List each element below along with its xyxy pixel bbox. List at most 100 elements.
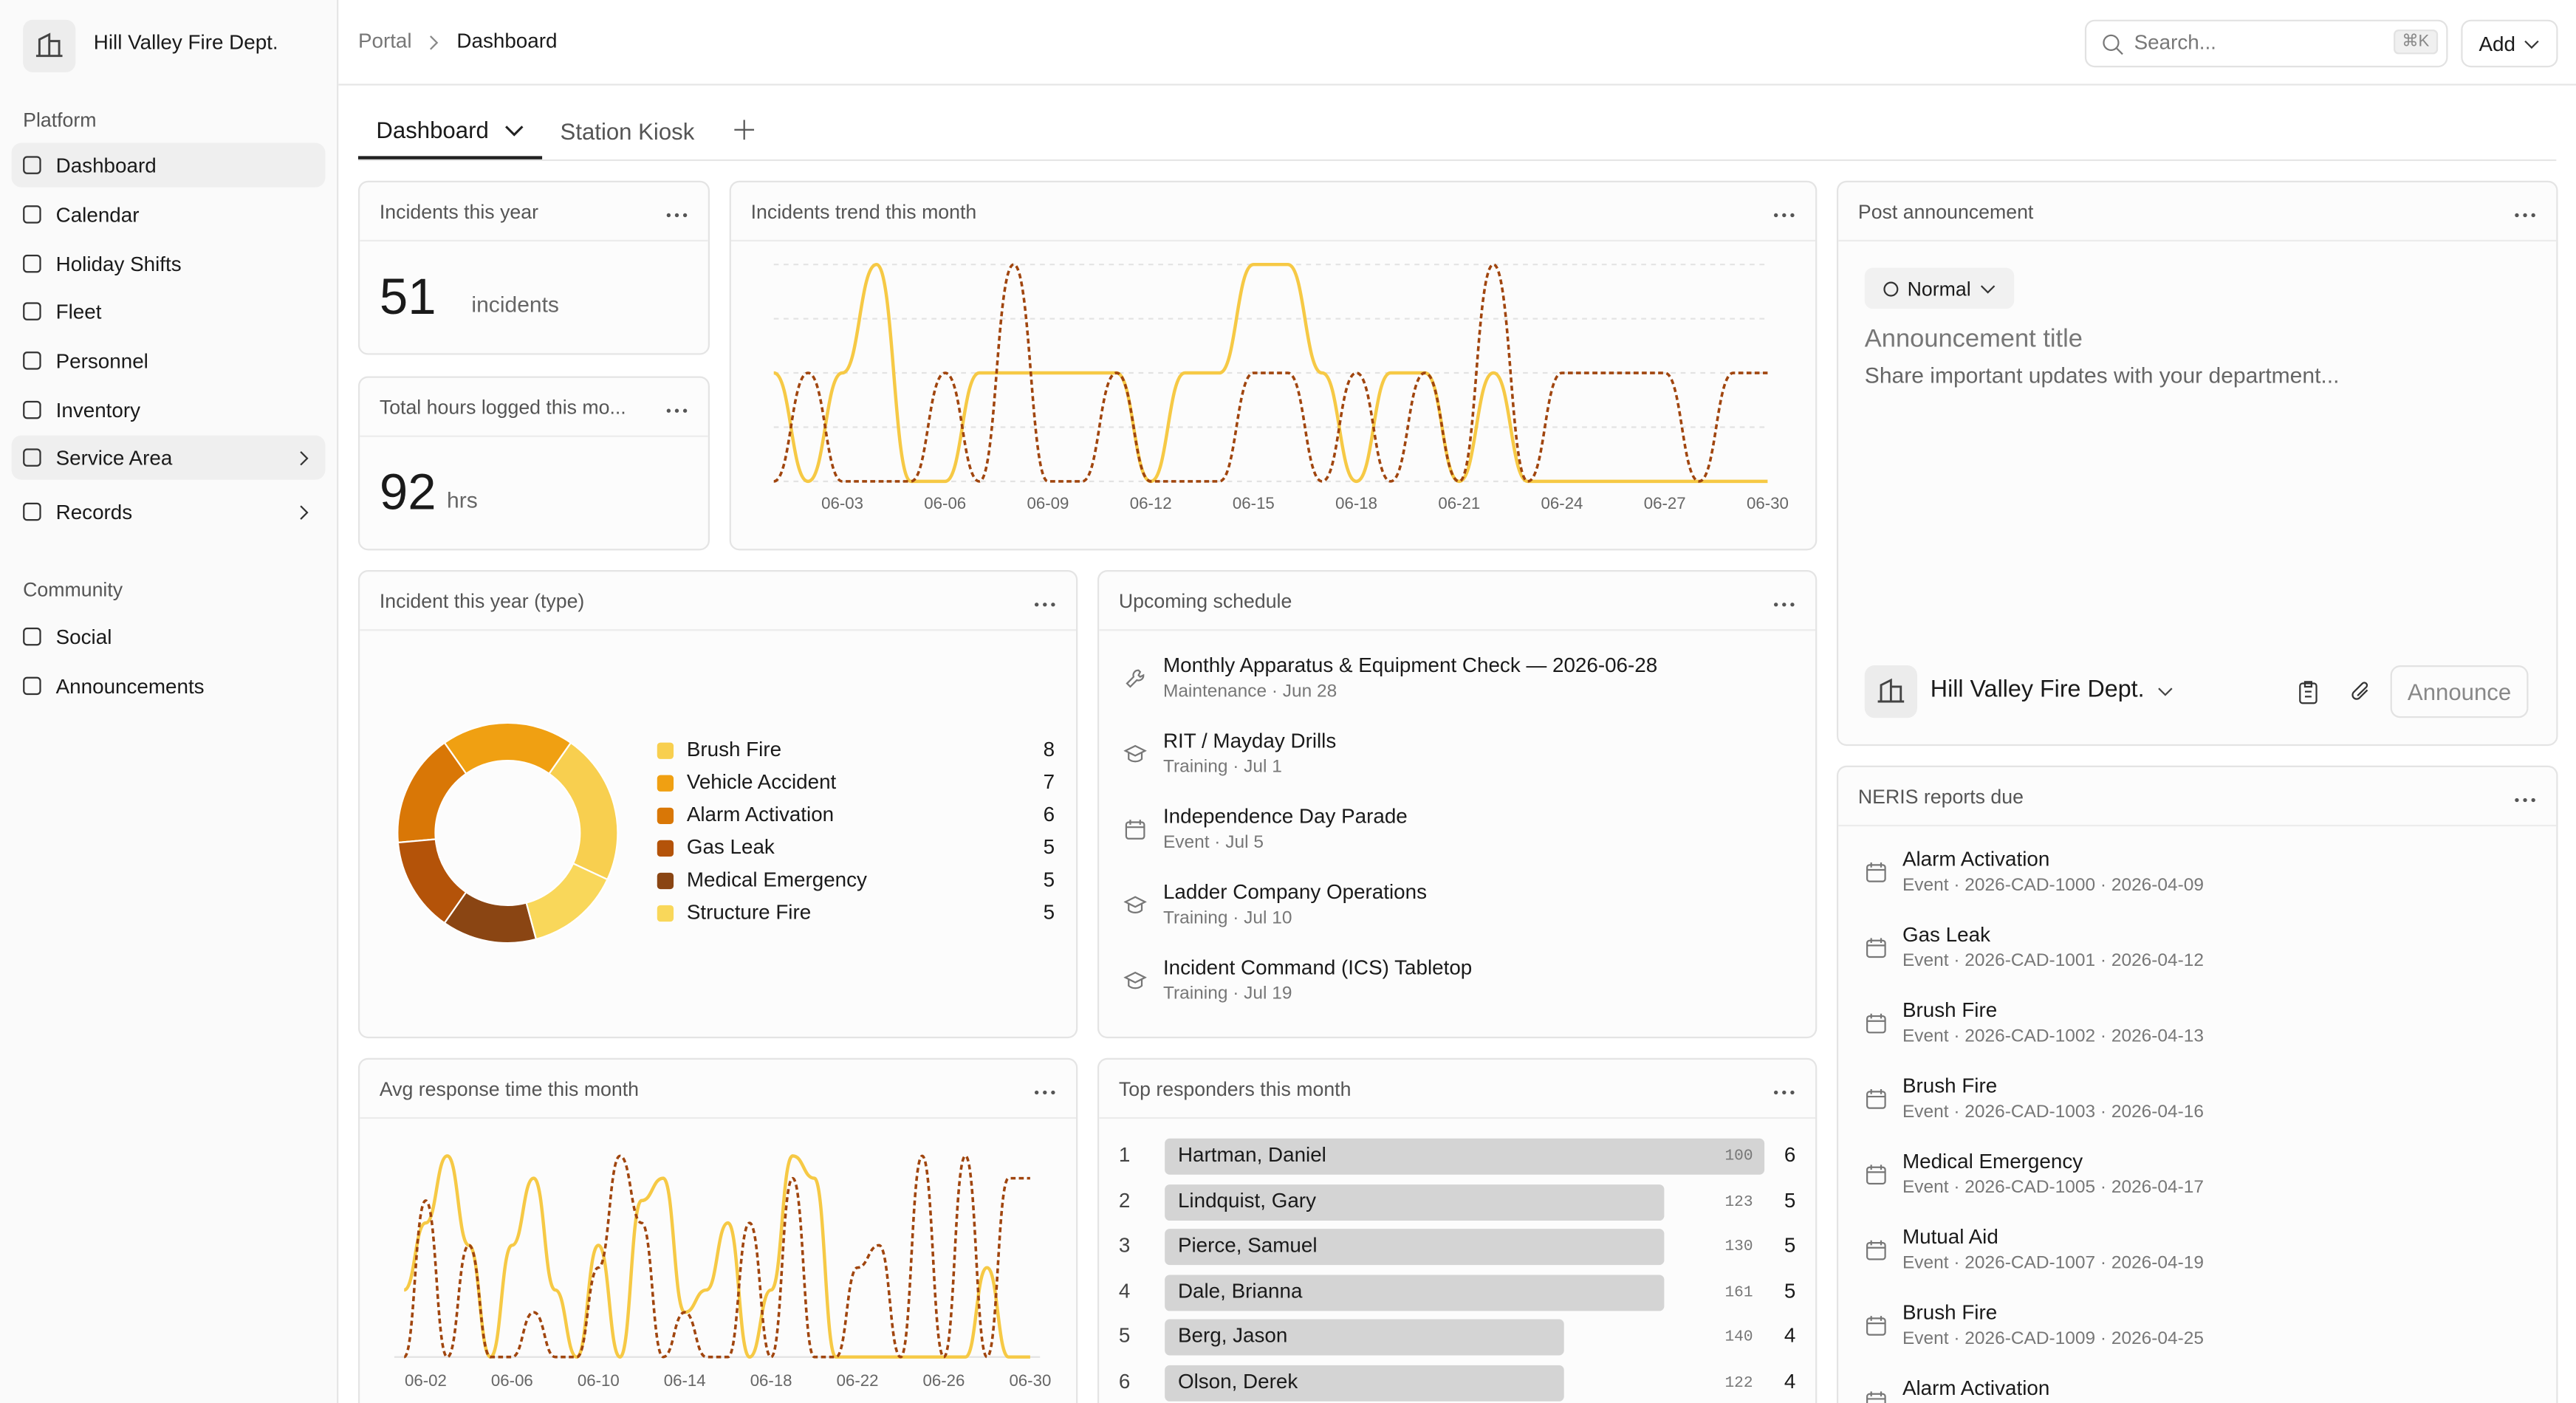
nav-item[interactable]: Calendar	[12, 192, 326, 236]
card-menu[interactable]	[1772, 589, 1795, 612]
nav-icon	[23, 502, 41, 521]
responder-score: 140	[1724, 1328, 1753, 1346]
card-menu[interactable]	[1033, 1077, 1056, 1100]
nav-item[interactable]: Announcements	[12, 664, 326, 708]
calendar-icon	[1865, 1314, 1888, 1345]
rank: 2	[1118, 1188, 1131, 1212]
responder-name[interactable]: Olson, Derek	[1177, 1370, 1298, 1393]
responder-score: 161	[1724, 1283, 1753, 1301]
schedule-card: Upcoming schedule Monthly Apparatus & Eq…	[1097, 570, 1818, 1039]
dots-icon	[666, 408, 688, 412]
nav-label: Social	[55, 625, 112, 648]
responder-name[interactable]: Berg, Jason	[1177, 1325, 1288, 1348]
calendar-glyph	[1866, 862, 1886, 882]
search-placeholder: Search...	[2134, 31, 2216, 55]
report-title[interactable]: Brush Fire	[1902, 1301, 1998, 1325]
tabs-border	[357, 159, 2557, 162]
breadcrumb-link[interactable]: Portal	[357, 30, 412, 53]
dots-icon	[666, 212, 688, 217]
tab-underline	[357, 156, 543, 159]
card-menu[interactable]	[2513, 784, 2536, 807]
responder-name[interactable]: Hartman, Daniel	[1177, 1143, 1326, 1167]
report-title[interactable]: Alarm Activation	[1902, 1376, 2050, 1400]
sender-select[interactable]: Hill Valley Fire Dept.	[1930, 676, 2145, 704]
calendar-icon	[1865, 1239, 1888, 1270]
chevron	[1980, 284, 1995, 293]
nav-item[interactable]: Fleet	[12, 289, 326, 334]
report-meta: Event · 2026-CAD-1005 · 2026-04-17	[1902, 1178, 2205, 1198]
card-menu[interactable]	[1033, 589, 1056, 612]
event-title[interactable]: RIT / Mayday Drills	[1162, 729, 1337, 752]
responder-name[interactable]: Lindquist, Gary	[1177, 1188, 1316, 1212]
clipboard-button[interactable]	[2297, 679, 2320, 705]
add-label: Add	[2479, 32, 2515, 55]
card-menu[interactable]	[1772, 1077, 1795, 1100]
priority-select[interactable]: Normal	[1864, 267, 2015, 309]
card-menu[interactable]	[665, 199, 688, 222]
nav-icon	[23, 205, 41, 224]
responders-card: Top responders this month 1 Hartman, Danie…	[1097, 1057, 1818, 1403]
event-meta: Training · Jul 1	[1162, 757, 1282, 778]
event-title[interactable]: Ladder Company Operations	[1162, 880, 1428, 904]
calendar-glyph	[1866, 1240, 1886, 1260]
title-input[interactable]: Announcement title	[1864, 325, 2083, 354]
add-tab[interactable]	[733, 118, 756, 141]
nav-item[interactable]: Personnel	[12, 338, 326, 383]
report-title[interactable]: Alarm Activation	[1902, 848, 2050, 871]
nav-label: Inventory	[55, 398, 141, 422]
nav-item[interactable]: Records	[12, 490, 326, 534]
tab[interactable]: Station Kiosk	[560, 118, 695, 145]
card-menu[interactable]	[1772, 199, 1795, 222]
building-icon	[35, 32, 63, 58]
training-icon	[1123, 744, 1147, 763]
card-menu[interactable]	[665, 395, 688, 418]
org-logo[interactable]	[23, 19, 76, 72]
sidebar: Hill Valley Fire Dept. Platform Dashboar…	[0, 0, 339, 1403]
dots-icon	[1034, 601, 1055, 606]
event-meta: Training · Jul 19	[1162, 984, 1292, 1004]
nav-item[interactable]: Holiday Shifts	[12, 241, 326, 286]
body-input[interactable]: Share important updates with your depart…	[1864, 363, 2340, 388]
report-title[interactable]: Brush Fire	[1902, 1074, 1998, 1098]
search-box[interactable]: Search... ⌘K	[2084, 19, 2448, 68]
report-title[interactable]: Mutual Aid	[1902, 1225, 1998, 1249]
training-icon	[1123, 896, 1147, 913]
report-title[interactable]: Brush Fire	[1902, 998, 1998, 1022]
nav-label: Records	[55, 500, 133, 524]
nav-icon	[23, 351, 41, 370]
announce-button[interactable]: Announce	[2390, 665, 2529, 718]
kpi-card: Total hours logged this mo... 92 hrs	[357, 376, 710, 551]
event-meta: Training · Jul 10	[1162, 908, 1292, 929]
chevron[interactable]	[2156, 685, 2176, 700]
report-title[interactable]: Medical Emergency	[1902, 1150, 2083, 1173]
tab-active[interactable]: Dashboard	[376, 116, 489, 143]
responder-name[interactable]: Pierce, Samuel	[1177, 1234, 1318, 1258]
tab-chevron[interactable]	[503, 122, 526, 142]
report-title[interactable]: Gas Leak	[1902, 923, 1991, 947]
card-title: Total hours logged this mo...	[379, 395, 626, 419]
nav-item[interactable]: Service Area	[11, 435, 326, 480]
calendar-glyph	[1866, 1316, 1886, 1336]
event-title[interactable]: Monthly Apparatus & Equipment Check — 20…	[1162, 654, 1658, 677]
event-meta: Event · Jul 5	[1162, 832, 1264, 853]
rank: 4	[1118, 1279, 1131, 1303]
responder-name[interactable]: Dale, Brianna	[1177, 1279, 1303, 1303]
training-icon	[1123, 971, 1147, 989]
calendar-icon	[1865, 1163, 1888, 1194]
nav-item[interactable]: Inventory	[12, 388, 326, 432]
responder-bar	[1165, 1275, 1665, 1311]
calendar-glyph	[1866, 938, 1886, 958]
section-title: Community	[23, 578, 123, 602]
add-button[interactable]: Add	[2461, 19, 2558, 68]
nav-icon	[23, 448, 41, 467]
nav-label: Holiday Shifts	[55, 252, 182, 275]
event-title[interactable]: Incident Command (ICS) Tabletop	[1162, 956, 1473, 979]
attach-button[interactable]	[2349, 679, 2372, 705]
nav-label: Announcements	[55, 674, 205, 698]
event-title[interactable]: Independence Day Parade	[1162, 805, 1408, 829]
nav-item[interactable]: Dashboard	[11, 143, 326, 188]
priority-label: Normal	[1907, 276, 1971, 301]
nav-item[interactable]: Social	[12, 614, 326, 659]
card-menu[interactable]	[2513, 199, 2536, 222]
